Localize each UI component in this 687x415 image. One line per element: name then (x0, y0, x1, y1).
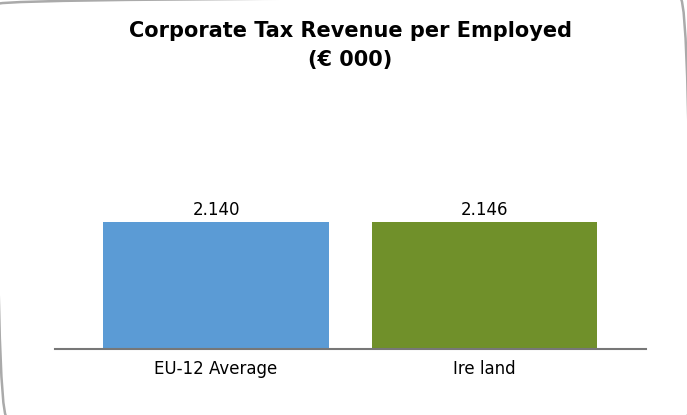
Title: Corporate Tax Revenue per Employed
(€ 000): Corporate Tax Revenue per Employed (€ 00… (129, 21, 572, 70)
Bar (103, 222, 329, 349)
Text: 2.146: 2.146 (461, 201, 508, 219)
Bar (372, 222, 598, 349)
Text: 2.140: 2.140 (192, 201, 240, 220)
